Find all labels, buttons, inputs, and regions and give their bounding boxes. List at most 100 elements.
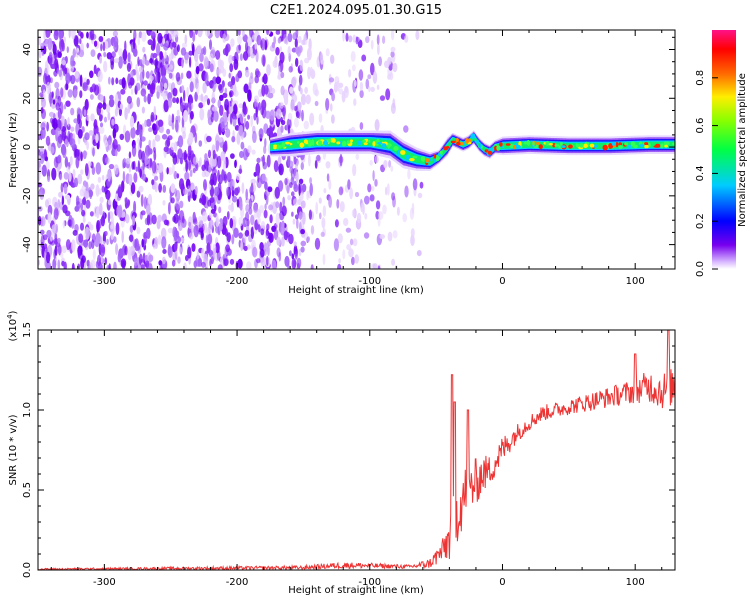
track-segment xyxy=(296,140,298,148)
track-segment xyxy=(521,142,523,148)
noise-speckle xyxy=(377,265,381,269)
noise-speckle xyxy=(173,242,178,252)
noise-speckle xyxy=(275,46,280,56)
noise-speckle xyxy=(237,35,243,45)
noise-speckle xyxy=(75,155,80,169)
noise-speckle xyxy=(222,111,228,124)
noise-speckle xyxy=(262,154,265,167)
noise-speckle xyxy=(108,263,111,269)
colorbar: 0.00.20.40.60.8 Normalized spectral ampl… xyxy=(695,30,748,277)
track-segment xyxy=(525,141,527,148)
noise-speckle xyxy=(90,183,95,190)
noise-speckle xyxy=(47,212,52,224)
noise-speckle xyxy=(113,261,117,269)
noise-speckle xyxy=(284,178,288,186)
track-segment xyxy=(294,140,296,148)
noise-speckle xyxy=(209,258,212,267)
noise-speckle xyxy=(261,54,266,66)
noise-speckle xyxy=(197,30,203,38)
noise-speckle xyxy=(122,170,126,183)
noise-speckle xyxy=(277,156,282,166)
noise-speckle xyxy=(84,98,89,111)
noise-speckle xyxy=(45,246,48,254)
noise-speckle xyxy=(64,83,69,91)
track-segment xyxy=(567,142,569,149)
snr-y-label: SNR (10 * v/v) xyxy=(8,414,19,485)
track-highlight xyxy=(487,150,493,155)
track-segment xyxy=(475,138,477,143)
noise-speckle xyxy=(234,187,239,196)
noise-speckle xyxy=(144,145,151,157)
track-highlight xyxy=(470,133,476,139)
noise-speckle xyxy=(385,88,391,101)
noise-speckle xyxy=(260,248,265,258)
noise-speckle xyxy=(90,49,96,57)
noise-speckle xyxy=(137,160,141,173)
track-segment xyxy=(367,138,369,146)
noise-speckle xyxy=(231,190,235,197)
noise-speckle xyxy=(128,234,134,242)
noise-speckle xyxy=(181,116,185,128)
noise-speckle xyxy=(247,145,252,154)
noise-speckle xyxy=(159,125,165,134)
noise-speckle xyxy=(74,205,80,212)
noise-speckle xyxy=(321,217,326,229)
noise-speckle xyxy=(410,234,415,247)
noise-speckle xyxy=(100,43,103,52)
noise-speckle xyxy=(39,229,45,235)
noise-speckle xyxy=(183,109,189,123)
x-tick-label: 100 xyxy=(626,276,645,287)
colorbar-tick-label: 0.8 xyxy=(695,70,706,86)
noise-speckle xyxy=(298,183,301,196)
track-segment xyxy=(454,138,456,143)
noise-speckle xyxy=(264,138,267,148)
noise-speckle xyxy=(214,30,220,39)
noise-speckle xyxy=(199,108,205,121)
track-highlight xyxy=(433,154,437,160)
noise-speckle xyxy=(141,31,147,42)
noise-speckle xyxy=(352,64,356,72)
noise-speckle xyxy=(149,157,153,169)
noise-speckle xyxy=(188,56,192,68)
noise-speckle xyxy=(124,130,131,143)
noise-speckle xyxy=(219,218,223,224)
noise-speckle xyxy=(177,256,181,264)
noise-speckle xyxy=(382,204,387,215)
noise-speckle xyxy=(99,202,103,216)
y-tick-label: 20 xyxy=(22,92,33,105)
noise-speckle xyxy=(269,233,272,241)
track-segment xyxy=(443,148,445,154)
noise-speckle xyxy=(264,203,267,210)
track-segment xyxy=(573,142,575,149)
track-segment xyxy=(315,138,317,146)
noise-speckle xyxy=(163,219,169,226)
noise-speckle xyxy=(140,264,145,269)
noise-speckle xyxy=(184,34,188,44)
noise-speckle xyxy=(171,113,175,125)
track-segment xyxy=(523,142,525,148)
noise-speckle xyxy=(162,37,166,45)
noise-speckle xyxy=(148,139,151,146)
track-highlight xyxy=(664,144,668,148)
noise-speckle xyxy=(250,214,255,226)
noise-speckle xyxy=(74,70,80,80)
noise-speckle xyxy=(303,120,309,130)
track-segment xyxy=(654,141,656,148)
noise-speckle xyxy=(283,230,289,241)
track-segment xyxy=(493,146,495,151)
track-highlight xyxy=(396,150,401,156)
noise-speckle xyxy=(112,127,117,139)
noise-speckle xyxy=(256,34,262,46)
noise-speckle xyxy=(250,178,256,185)
noise-speckle xyxy=(294,38,298,48)
noise-speckle xyxy=(348,68,352,78)
noise-speckle xyxy=(222,48,228,56)
noise-speckle xyxy=(251,149,256,155)
noise-speckle xyxy=(89,211,94,217)
colorbar-tick-label: 0.0 xyxy=(695,261,706,277)
noise-speckle xyxy=(92,249,96,260)
track-highlight xyxy=(575,143,579,148)
noise-speckle xyxy=(374,155,379,164)
noise-speckle xyxy=(331,114,335,124)
noise-speckle xyxy=(151,214,157,225)
